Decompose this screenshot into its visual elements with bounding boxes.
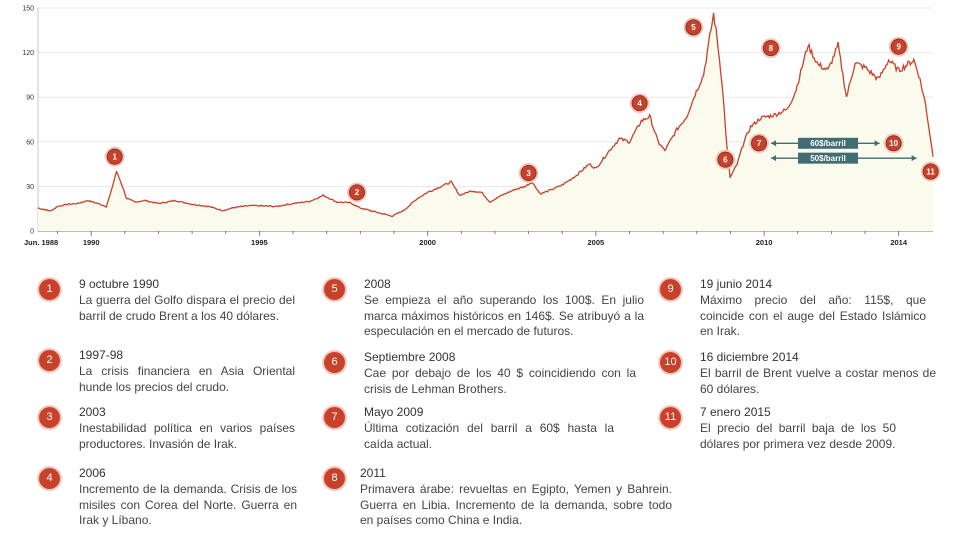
x-tick-label: 2005 [588,238,605,247]
y-tick-label: 150 [22,6,34,13]
y-tick-label: 0 [30,229,34,236]
price-area [38,12,933,232]
marker-label: 6 [723,155,728,164]
price-line [37,12,934,218]
marker-label: 5 [691,23,696,32]
x-axis-ticks: Jun. 1988 1990 1995 2000 2005 2010 2014 [24,231,908,247]
y-tick-label: 60 [26,139,34,146]
marker-6 [717,151,734,168]
marker-9 [890,38,907,55]
event-text: El barril de Brent vuelve a costar menos… [700,366,936,396]
event-text: Incremento de la demanda. Crisis de los … [79,482,297,527]
event-date: 19 junio 2014 [700,277,773,291]
marker-label: 9 [896,42,901,51]
marker-2 [348,184,365,201]
x-tick-label: 1995 [251,238,268,247]
event-badge: 6 [324,352,345,373]
event-text: Última cotización del barril a 60$ hasta… [364,421,614,451]
annotation-label: 60$/barril [810,139,846,148]
arrow-right-icon [911,155,917,162]
event-date: 7 enero 2015 [700,405,771,419]
event-badge: 4 [39,468,60,489]
annotation-label: 50$/barril [810,154,846,163]
x-tick-label: 1990 [83,238,100,247]
marker-label: 8 [769,44,774,53]
oil-price-chart: 60$/barril 50$/barril 0 30 60 90 120 150 Jun. … [22,6,941,247]
marker-11 [922,163,939,180]
event-date: Septiembre 2008 [364,350,456,364]
threshold-annotations: 60$/barril 50$/barril [771,137,917,164]
event-date: 2011 [360,466,386,480]
marker-4 [631,95,648,112]
marker-5 [685,19,702,36]
event-text: La crisis financiera en Asia Oriental hu… [79,364,295,394]
event-text: Cae por debajo de los 40 $ coincidiendo … [364,366,636,396]
event-badge: 10 [660,352,681,373]
event-date: 9 octubre 1990 [79,277,160,291]
event-text: Máximo precio del año: 115$, que coincid… [700,293,926,338]
event-badge: 7 [324,407,345,428]
x-tick-label: 2000 [419,238,436,247]
annotation-box [798,137,859,149]
event-text: Inestabilidad política en varios países … [79,421,295,451]
event-date: 1997-98 [79,348,124,362]
event-date: 16 diciembre 2014 [700,350,799,364]
marker-8 [762,40,779,57]
y-axis-ticks: 0 30 60 90 120 150 [22,6,34,236]
x-tick-label: 2010 [756,238,773,247]
event-badge: 8 [324,468,345,489]
arrow-left-icon [771,155,777,162]
marker-label: 1 [112,152,117,161]
event-badge: 9 [660,279,681,300]
event-date: 2008 [364,277,391,291]
arrow-left-icon [771,140,777,147]
y-tick-label: 120 [22,50,34,57]
event-text: La guerra del Golfo dispara el precio de… [79,293,295,323]
marker-label: 2 [355,188,360,197]
y-tick-label: 90 [26,95,34,102]
x-tick-label: Jun. 1988 [24,238,58,247]
event-badge: 3 [39,407,60,428]
marker-label: 3 [526,169,531,178]
y-tick-label: 30 [26,184,34,191]
arrow-right-icon [874,140,880,147]
marker-7 [751,135,768,152]
event-markers: 1 2 3 4 5 6 7 8 9 10 11 [104,17,941,203]
event-badge: 2 [39,350,60,371]
event-text: El precio del barril baja de los 50 dóla… [700,421,896,451]
event-date: 2003 [79,405,106,419]
marker-10 [885,135,902,152]
x-tick-label: 2014 [890,238,908,247]
marker-1 [106,148,123,165]
marker-label: 7 [757,139,762,148]
event-date: Mayo 2009 [364,405,424,419]
event-badge: 1 [39,279,60,300]
event-date: 2006 [79,466,106,480]
marker-label: 11 [926,167,935,176]
annotation-box [798,152,859,164]
event-text: Se empieza el año superando los 100$. En… [364,293,644,338]
marker-label: 10 [889,139,898,148]
event-text: Primavera árabe: revueltas en Egipto, Ye… [360,482,672,527]
event-badge: 5 [324,279,345,300]
marker-3 [520,165,537,182]
event-badge: 11 [660,407,681,428]
marker-label: 4 [637,99,642,108]
